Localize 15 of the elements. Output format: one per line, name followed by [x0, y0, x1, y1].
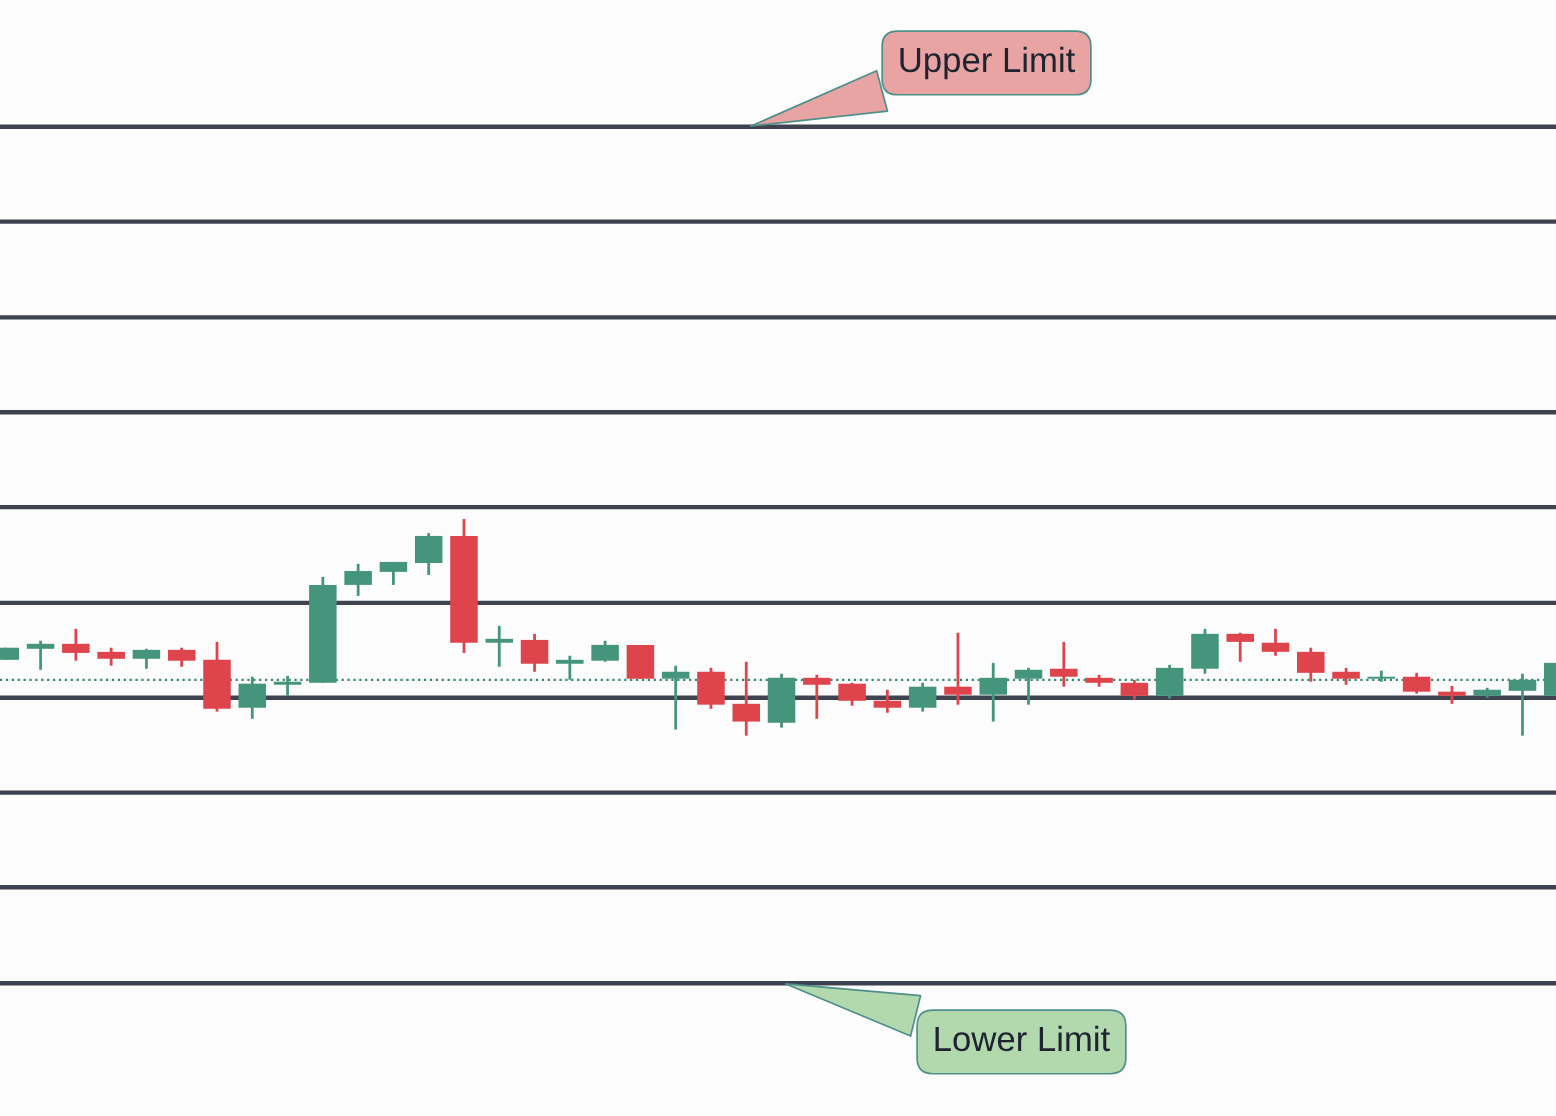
candlestick — [944, 631, 972, 707]
candlestick — [1050, 640, 1078, 689]
candlestick — [62, 627, 90, 663]
candlestick — [1226, 631, 1254, 664]
candlestick — [556, 654, 584, 682]
candlestick — [485, 624, 514, 669]
candlestick — [803, 673, 831, 721]
candlestick — [661, 664, 690, 731]
ref-line-label: Lower Limit — [935, 1025, 1110, 1052]
candlestick — [1261, 627, 1290, 658]
candlestick — [1014, 666, 1043, 707]
candlestick — [26, 639, 55, 672]
ref-line-label: Upper Limit — [900, 46, 1076, 80]
candlestick — [273, 674, 302, 698]
candlestick — [1508, 672, 1537, 738]
